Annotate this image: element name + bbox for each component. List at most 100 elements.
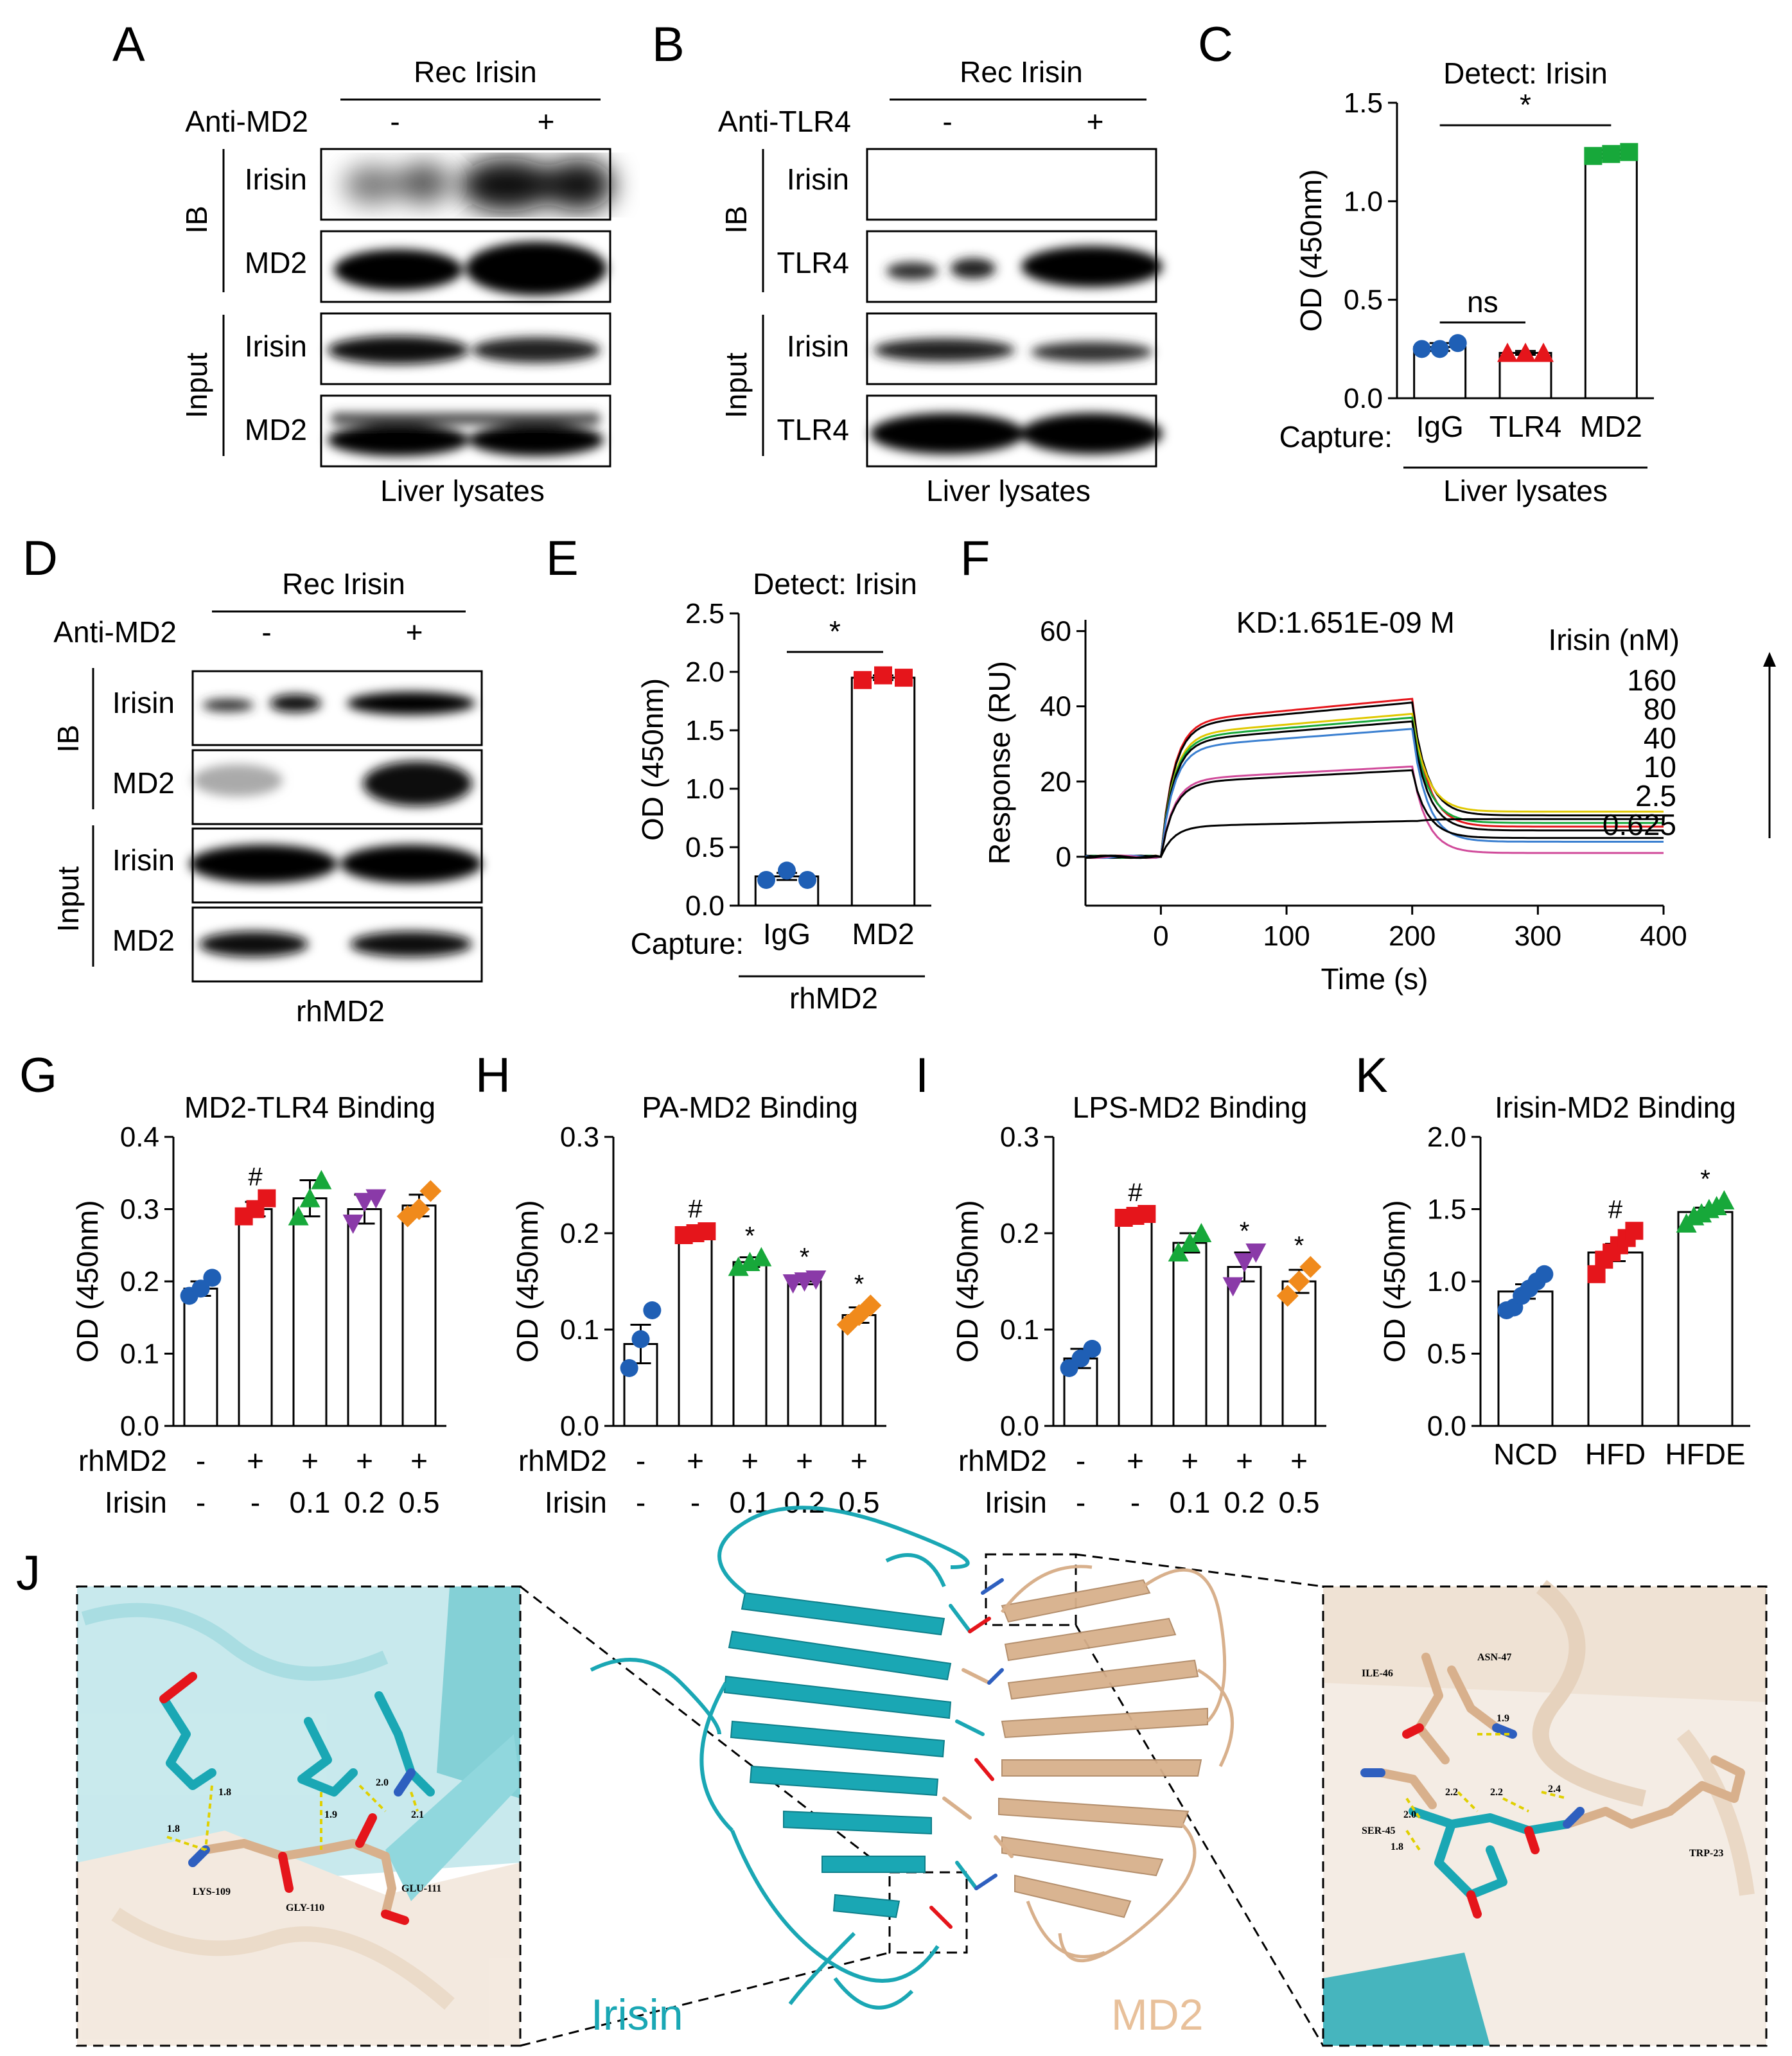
sensorgram-curve (1085, 765, 1664, 859)
md2-label: MD2 (1111, 1990, 1204, 2039)
y-tick-label: 1.0 (685, 773, 725, 805)
right-residue: ILE-46 (1362, 1668, 1393, 1679)
data-point (1448, 334, 1467, 353)
left-distance: 1.8 (167, 1823, 180, 1834)
capture-label: Capture: (1279, 420, 1392, 453)
significance-label: * (1520, 88, 1531, 121)
blot-d-treatment: Anti-MD2 (53, 615, 177, 649)
blot-a-footer: Liver lysates (380, 474, 545, 507)
row1-value: + (301, 1444, 319, 1477)
x-category-label: TLR4 (1489, 410, 1561, 443)
row1-value: + (1236, 1444, 1253, 1477)
y-tick-label: 0.2 (560, 1218, 599, 1249)
data-point (191, 1279, 210, 1298)
y-axis-label: OD (450nm) (636, 678, 669, 841)
data-point (1083, 1340, 1102, 1358)
data-point (1276, 1285, 1299, 1307)
x-category-label: HFD (1585, 1437, 1646, 1471)
row2-value: 0.5 (399, 1486, 440, 1519)
y-axis-label: OD (450nm) (71, 1200, 104, 1362)
panel-letter-c: C (1198, 17, 1233, 72)
bar (401, 1204, 437, 1427)
y-tick-label: 0.0 (685, 890, 725, 922)
data-point (751, 1247, 772, 1267)
chart-g-md2-tlr4-binding: MD2-TLR4 Binding 0.0 0.1 0.2 0.3 0.4 OD (450nm… (71, 1091, 446, 1519)
x-tick-label: 100 (1263, 920, 1310, 952)
sensorgram-curve (1085, 818, 1664, 859)
sensorgram-curve (1085, 701, 1664, 859)
chart-title: LPS-MD2 Binding (1073, 1091, 1308, 1124)
right-distance: 1.8 (1391, 1841, 1403, 1852)
row1-value: + (850, 1444, 868, 1477)
significance-marker: * (1700, 1165, 1710, 1193)
blot-b-header: Rec Irisin (960, 55, 1083, 89)
data-point (698, 1222, 716, 1240)
sensorgram-curve (1085, 728, 1664, 859)
row1-value: - (1076, 1444, 1085, 1477)
row1-value: + (1181, 1444, 1199, 1477)
capture-label: Capture: (631, 927, 744, 960)
panel-letter-g: G (19, 1048, 57, 1103)
bar (850, 676, 916, 907)
data-point (311, 1170, 332, 1190)
blot-b-ib: IB (719, 206, 753, 233)
irisin-label: Irisin (591, 1990, 683, 2039)
row2-value: 0.1 (290, 1486, 331, 1519)
row2-label: Irisin (545, 1486, 607, 1519)
row2-value: - (250, 1486, 260, 1519)
legend-entry: 0.625 (1603, 808, 1676, 841)
y-tick-label: 0.2 (1000, 1218, 1039, 1249)
chart-title: Irisin-MD2 Binding (1495, 1091, 1736, 1124)
x-tick-label: 200 (1389, 920, 1436, 952)
data-point (408, 1198, 430, 1220)
blot-a-input: Input (180, 353, 213, 419)
data-point (1515, 342, 1536, 362)
data-point (620, 1359, 638, 1377)
data-point (299, 1188, 321, 1208)
blot-b-row-label: Irisin (787, 163, 849, 196)
significance-marker: # (688, 1195, 703, 1224)
blot-a-header: Rec Irisin (414, 55, 537, 89)
row2-value: - (690, 1486, 700, 1519)
row1-value: - (636, 1444, 646, 1477)
x-category-label: MD2 (1580, 410, 1642, 443)
panel-letter-e: E (546, 531, 579, 586)
chart-c-irisin-capture: Detect: Irisin 0.0 0.5 1.0 1.5 OD (450nm) IgG T… (1279, 57, 1654, 507)
row1-label: rhMD2 (958, 1444, 1047, 1477)
row1-value: + (796, 1444, 813, 1477)
sensorgram-curve (1085, 712, 1664, 859)
blot-a-treatment: Anti-MD2 (185, 105, 308, 138)
x-category-label: IgG (763, 917, 811, 951)
data-point (1222, 1277, 1243, 1297)
panel-letter-i: I (915, 1048, 929, 1103)
blot-a-plus: + (538, 105, 555, 138)
legend-title: Irisin (nM) (1549, 623, 1680, 656)
y-tick-label: 40 (1040, 691, 1071, 723)
data-point (1533, 342, 1554, 362)
significance-label: ns (1467, 285, 1498, 319)
data-point (778, 861, 796, 880)
group-label: rhMD2 (789, 981, 878, 1015)
y-axis-label: OD (450nm) (511, 1200, 544, 1362)
data-point (1412, 340, 1431, 358)
y-tick-label: 1.5 (685, 715, 725, 746)
data-point (1430, 340, 1449, 358)
y-tick-label: 0.5 (1344, 285, 1383, 316)
blot-d-row-label: MD2 (112, 924, 175, 957)
row2-value: - (1076, 1486, 1085, 1519)
y-tick-label: 1.5 (1427, 1194, 1466, 1226)
right-residue: TRP-23 (1689, 1848, 1723, 1859)
chart-f-spr-sensorgram: 0 20 40 60 0 100 200 300 400 Time (s) Response (RU… (983, 606, 1776, 996)
data-point (1602, 145, 1621, 163)
bar (678, 1232, 713, 1427)
chart-e-rhmd2-capture: Detect: Irisin 0.0 0.5 1.0 1.5 2.0 2.5 OD (450n… (631, 567, 931, 1015)
row1-label: rhMD2 (518, 1444, 607, 1477)
x-category-label: IgG (1416, 410, 1464, 443)
y-tick-label: 0.0 (560, 1410, 599, 1442)
blot-d-minus: - (261, 615, 271, 649)
chart-title: MD2-TLR4 Binding (184, 1091, 435, 1124)
row1-value: + (687, 1444, 704, 1477)
y-tick-label: 0.0 (1344, 383, 1383, 414)
blot-d-plus: + (406, 615, 423, 649)
